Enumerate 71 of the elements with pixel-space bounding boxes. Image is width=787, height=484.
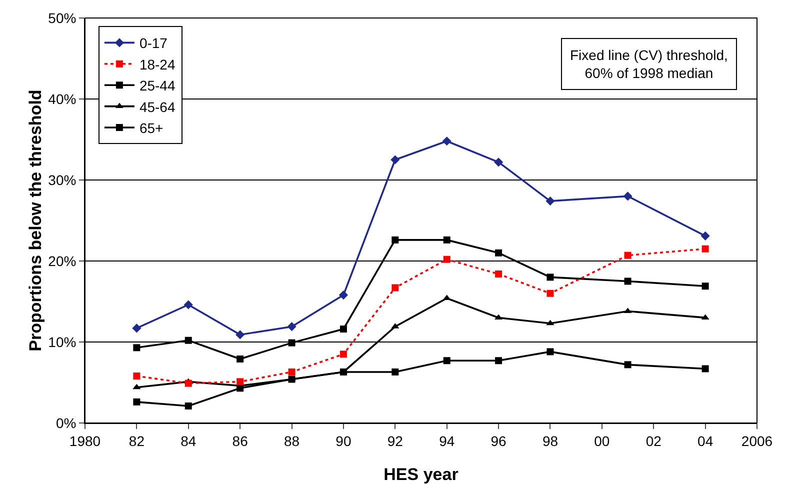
point: [287, 322, 296, 332]
legend-label: 18-24: [139, 56, 176, 72]
point: [443, 256, 450, 263]
point: [184, 402, 192, 410]
point: [624, 361, 632, 368]
point: [495, 270, 502, 278]
point: [546, 290, 554, 297]
x-tick-label: 2006: [741, 432, 773, 449]
point: [546, 320, 554, 326]
point: [288, 368, 296, 376]
point: [546, 348, 554, 356]
point: [443, 236, 450, 244]
point: [236, 330, 245, 340]
x-tick-label: 94: [439, 432, 455, 449]
point: [495, 357, 502, 364]
point: [546, 196, 555, 206]
x-tick-label: 00: [594, 432, 610, 449]
point: [702, 365, 709, 372]
point: [390, 155, 400, 164]
x-tick-label: 04: [698, 432, 714, 449]
legend-label: 45-64: [139, 98, 176, 115]
x-axis-title: HES year: [384, 465, 459, 484]
point: [702, 245, 709, 252]
point: [494, 158, 504, 167]
point: [132, 324, 142, 333]
point: [133, 344, 140, 352]
point: [392, 236, 399, 244]
point: [442, 136, 452, 146]
y-tick-label: 0%: [56, 414, 76, 431]
y-tick-label: 40%: [48, 90, 76, 107]
x-tick-label: 96: [490, 432, 507, 449]
point: [184, 336, 192, 344]
legend-label: 25-44: [139, 78, 176, 94]
point: [392, 368, 399, 376]
point: [184, 300, 193, 310]
point: [624, 252, 632, 259]
point: [392, 284, 399, 292]
point: [288, 339, 296, 346]
x-tick-label: 90: [336, 432, 352, 449]
y-axis-title: Proportions below the threshold: [26, 90, 45, 352]
point: [236, 378, 244, 386]
point: [133, 398, 140, 406]
point: [340, 350, 347, 358]
point: [133, 372, 140, 380]
x-tick-label: 92: [387, 432, 404, 449]
point: [624, 278, 632, 285]
x-tick-label: 86: [232, 432, 248, 449]
y-tick-label: 10%: [48, 334, 76, 350]
point: [338, 290, 348, 300]
x-tick-label: 02: [646, 432, 662, 449]
x-tick-label: 84: [180, 432, 196, 449]
y-tick-label: 50%: [48, 10, 76, 26]
y-tick-label: 30%: [48, 172, 76, 188]
point: [442, 294, 451, 300]
point: [443, 357, 450, 364]
point: [236, 356, 244, 363]
point: [702, 282, 709, 290]
annotation: Fixed line (CV) threshold, 60% of 1998 median: [570, 47, 728, 82]
point: [340, 326, 347, 333]
point: [623, 192, 632, 201]
legend-label: 0-17: [139, 35, 168, 52]
point: [495, 249, 502, 256]
y-tick-label: 20%: [48, 252, 76, 269]
x-tick-label: 1980: [69, 432, 101, 449]
point: [132, 384, 141, 390]
x-tick-label: 88: [284, 432, 300, 449]
legend-label: 65+: [139, 120, 164, 136]
x-tick-label: 98: [542, 432, 558, 449]
x-tick-label: 82: [128, 432, 145, 449]
point: [546, 274, 554, 281]
point: [700, 231, 710, 240]
